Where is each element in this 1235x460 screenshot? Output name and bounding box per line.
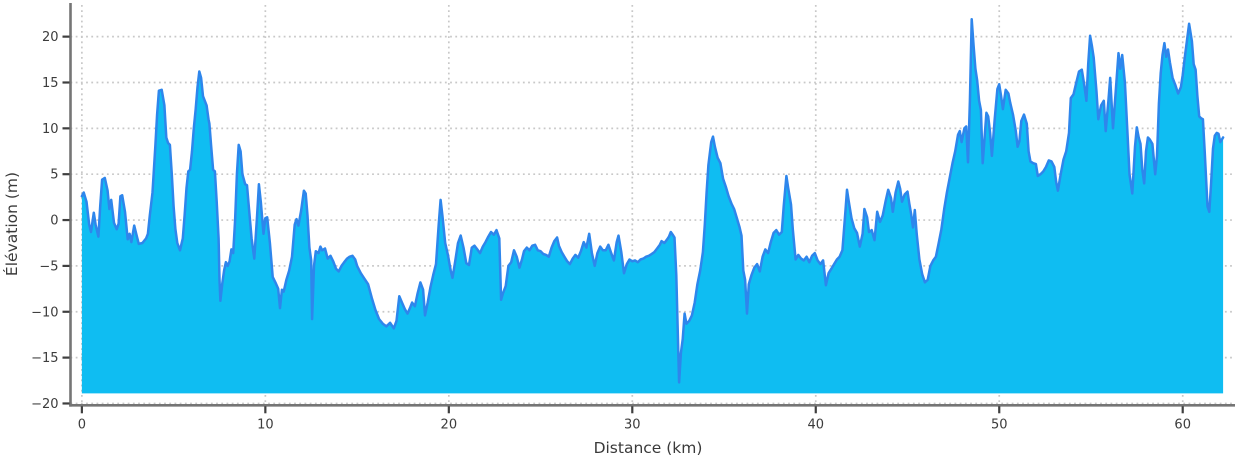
y-tick-label: −20 [31, 397, 58, 412]
y-tick-label: 5 [50, 168, 58, 183]
x-tick-label: 50 [991, 417, 1008, 432]
x-tick-label: 60 [1174, 417, 1191, 432]
y-tick-label: 20 [42, 30, 59, 45]
x-tick-label: 40 [807, 417, 824, 432]
x-tick-label: 0 [78, 417, 86, 432]
x-tick-label: 20 [441, 417, 458, 432]
x-axis-title: Distance (km) [594, 439, 703, 457]
y-axis-title: Élévation (m) [2, 172, 21, 276]
x-tick-label: 30 [624, 417, 641, 432]
elevation-area-fill [81, 19, 1224, 394]
y-tick-label: 0 [50, 214, 58, 229]
tick-label-layer: 0 10 20 30 40 50 60 −20 −15 −10 −5 0 5 10 15 20 [31, 30, 1191, 432]
y-tick-label: −15 [31, 351, 58, 366]
y-tick-label: −5 [39, 259, 58, 274]
y-tick-label: −10 [31, 305, 58, 320]
x-tick-label: 10 [257, 417, 274, 432]
elevation-line [80, 17, 1225, 384]
axes-layer [62, 3, 1235, 414]
y-tick-label: 10 [42, 122, 59, 137]
elevation-series-layer [80, 17, 1225, 394]
y-tick-label: 15 [42, 76, 59, 91]
